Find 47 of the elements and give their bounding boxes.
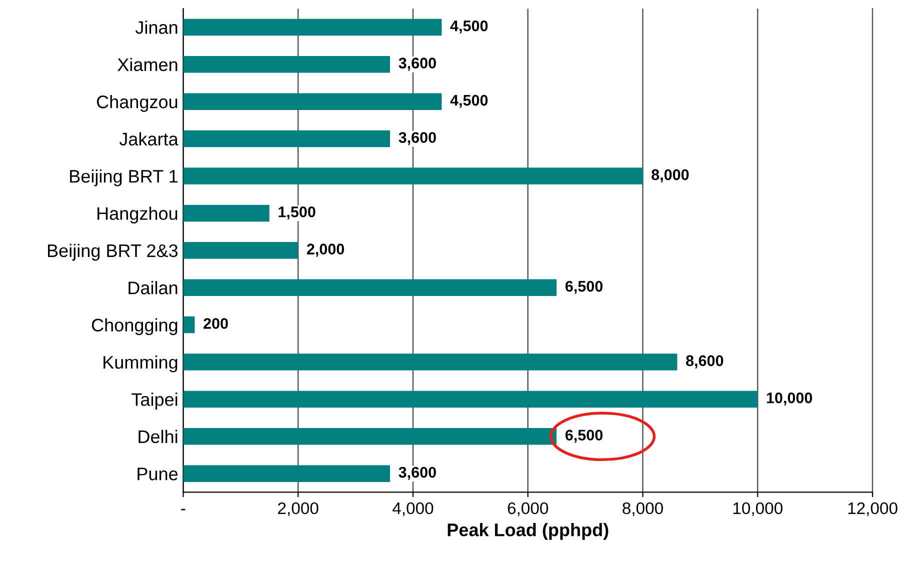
y-tick-label: Jakarta [119, 132, 178, 146]
bar [183, 130, 390, 148]
bar [183, 465, 390, 482]
bar [183, 18, 442, 36]
y-tick-label: Xiamen [118, 58, 178, 72]
bar [183, 204, 270, 222]
data-label: 10,000 [766, 392, 812, 406]
y-tick-label: Beijing BRT 1 [70, 169, 178, 186]
data-label: 3,600 [398, 132, 436, 146]
bar [183, 390, 758, 408]
bar [183, 428, 557, 445]
x-tick-label: 10,000 [733, 502, 782, 516]
x-axis-title: Peak Load (pphpd) [448, 523, 608, 540]
bar [183, 279, 557, 296]
data-label: 8,600 [686, 355, 724, 368]
y-tick-label: Taipei [132, 392, 178, 410]
data-label: 6,500 [565, 280, 603, 294]
data-label: 3,600 [398, 466, 436, 480]
y-tick-label: Changzou [96, 95, 178, 112]
bar [183, 242, 298, 259]
bar [183, 316, 195, 334]
y-tick-label: Dailan [128, 281, 178, 294]
data-label: 4,500 [450, 20, 488, 34]
x-tick-label: 4,000 [392, 502, 434, 516]
x-tick-label: 12,000 [848, 502, 898, 516]
bar [183, 168, 643, 184]
data-label: 1,500 [278, 206, 316, 220]
y-tick-label: Jinan [135, 20, 178, 34]
x-tick-label: 2,000 [278, 502, 318, 516]
y-tick-label: Pune [138, 468, 178, 480]
data-label: 4,500 [450, 94, 488, 108]
data-label: 200 [204, 318, 228, 329]
x-tick-label: - [181, 508, 186, 510]
data-label: 8,000 [652, 169, 689, 182]
y-tick-label: Delhi [138, 430, 178, 444]
bar [183, 93, 442, 110]
y-tick-label: Beijing BRT 2&3 [48, 244, 178, 261]
data-label: 3,600 [398, 58, 436, 71]
data-label: 2,000 [306, 244, 344, 257]
bar [183, 354, 678, 370]
data-label: 6,500 [565, 430, 603, 443]
y-tick-label: Chongging [92, 318, 178, 336]
x-tick-label: 6,000 [508, 502, 548, 516]
bar [183, 56, 390, 73]
y-tick-label: Kumming [104, 355, 178, 372]
x-tick-label: 8,000 [622, 502, 663, 516]
y-tick-label: Hangzhou [98, 206, 178, 224]
